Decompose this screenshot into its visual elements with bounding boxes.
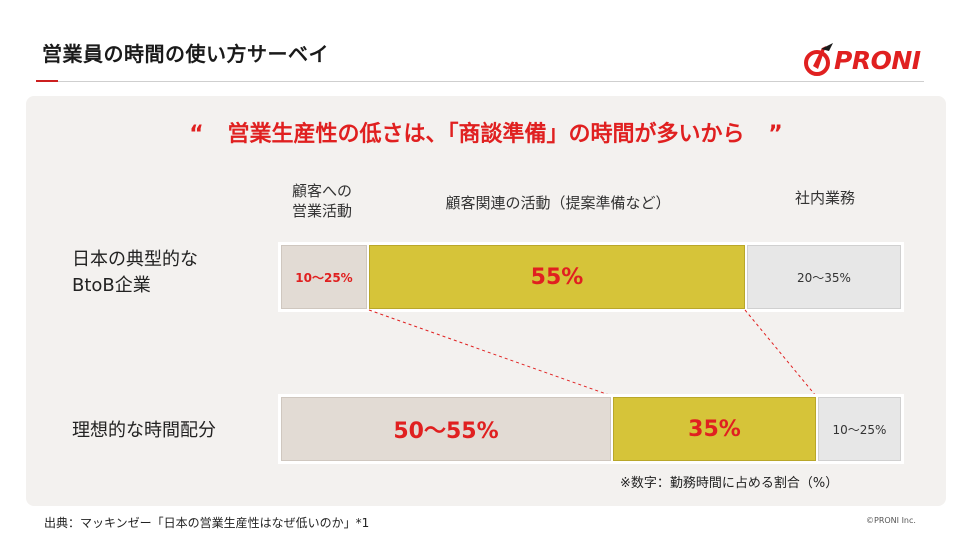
segment-value: 10〜25% [295,270,353,285]
title-divider [36,81,924,82]
segment-value: 55% [530,264,584,290]
copyright: ©PRONI Inc. [866,516,916,525]
segment-value: 35% [688,416,741,442]
column-header-line: 顧客への [291,182,352,200]
connector-line-left [368,309,613,397]
row-label-ideal: 理想的な時間配分 [72,420,216,441]
ideal-segment-internal: 10〜25% [818,397,901,461]
typical-segment-customer-related: 55% [369,245,745,309]
logo-wordmark: PRONI [834,46,921,75]
row-label-line: 日本の典型的な [72,249,198,270]
segment-value: 50〜55% [393,419,499,444]
column-header-customer-related: 顧客関連の活動（提案準備など） [445,194,671,212]
segment-value: 20〜35% [797,270,851,285]
headline-close-quote: ” [768,122,783,147]
proni-check-mark-icon [804,43,833,76]
typical-segment-customer-sales: 10〜25% [281,245,367,309]
connector-line-right [744,309,817,397]
ideal-segment-customer-sales: 50〜55% [281,397,611,461]
row-label-typical: 日本の典型的な BtoB企業 [72,247,198,299]
typical-segment-internal: 20〜35% [747,245,901,309]
column-header-internal: 社内業務 [794,189,855,207]
segment-value: 10〜25% [832,422,887,437]
ideal-segment-customer-related: 35% [613,397,816,461]
headline: “ 営業生産性の低さは、「商談準備」の時間が多いから ” [26,116,946,148]
page-title: 営業員の時間の使い方サーベイ [42,42,329,66]
column-header-line: 営業活動 [291,202,352,220]
unit-note: ※数字：勤務時間に占める割合（%） [620,476,839,491]
proni-logo: PRONI [803,42,927,78]
title-accent-bar [36,80,58,82]
headline-text: 営業生産性の低さは、「商談準備」の時間が多いから [227,122,745,147]
column-header-customer-sales: 顧客への 営業活動 [276,181,368,221]
row-label-line: BtoB企業 [72,275,151,296]
source-citation: 出典：マッキンゼー「日本の営業生産性はなぜ低いのか」*1 [44,516,370,530]
headline-open-quote: “ [189,122,204,147]
